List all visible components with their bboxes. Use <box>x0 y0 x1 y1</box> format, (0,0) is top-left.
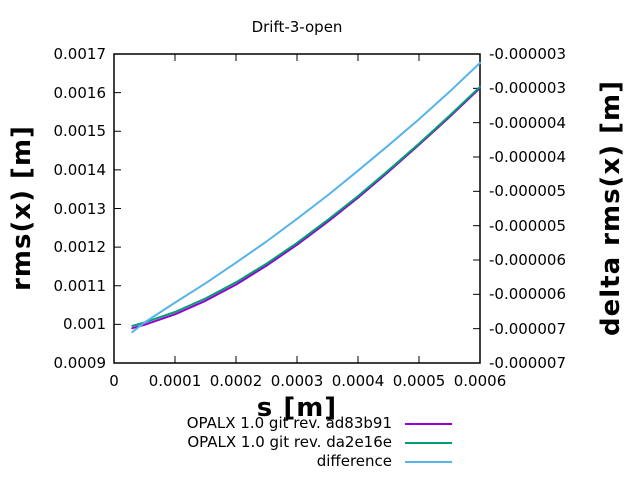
x-tick-label: 0.0002 <box>209 372 263 390</box>
y-tick-label: 0.0013 <box>53 199 107 218</box>
legend: OPALX 1.0 git rev. ad83b91 OPALX 1.0 git … <box>187 414 452 471</box>
x-tick-label: 0 <box>109 372 119 390</box>
x-tick-label: 0.0003 <box>270 372 324 390</box>
y-tick-label: 0.0012 <box>53 238 107 257</box>
axis-ticks <box>113 53 481 364</box>
y2-tick-label: -0.000005 <box>489 182 566 201</box>
series-line-2 <box>131 61 481 334</box>
y-tick-label: 0.0009 <box>53 354 107 372</box>
y-tick-label: 0.0014 <box>53 160 107 179</box>
y2-tick-label: -0.000006 <box>489 285 566 304</box>
y2-tick-label: -0.000004 <box>489 148 566 166</box>
y-tick-label: 0.0017 <box>53 45 107 63</box>
x-tick-label: 0.0005 <box>392 372 446 390</box>
legend-line-sample <box>405 441 452 444</box>
y-tick-label: 0.001 <box>63 315 106 334</box>
legend-item: difference <box>187 452 452 471</box>
x-axis-label: s [m] <box>256 393 338 423</box>
legend-label: OPALX 1.0 git rev. da2e16e <box>187 433 392 451</box>
y-tick-label: 0.0015 <box>53 122 107 141</box>
y2-tick-label: -0.000006 <box>489 251 566 269</box>
y-tick-label: 0.0011 <box>53 276 107 295</box>
legend-item: OPALX 1.0 git rev. da2e16e <box>187 433 452 452</box>
series-line-1 <box>131 85 481 327</box>
x-tick-label: 0.0006 <box>453 372 507 390</box>
x-tick-label: 0.0004 <box>331 372 385 390</box>
y2-tick-label: -0.000007 <box>489 354 566 372</box>
legend-line-sample <box>405 422 452 425</box>
y2-tick-label: -0.000003 <box>489 79 566 98</box>
y2-tick-label: -0.000007 <box>489 319 566 338</box>
series-line-0 <box>131 87 481 330</box>
y2-tick-label: -0.000004 <box>489 113 566 132</box>
x-tick-label: 0.0001 <box>148 372 202 390</box>
y2-tick-label: -0.000005 <box>489 216 566 235</box>
y2-tick-label: -0.000003 <box>489 45 566 63</box>
legend-label: OPALX 1.0 git rev. ad83b91 <box>186 414 392 432</box>
legend-item: OPALX 1.0 git rev. ad83b91 <box>187 414 452 433</box>
legend-line-sample <box>405 460 452 463</box>
y-tick-label: 0.0016 <box>53 83 107 102</box>
chart-title: Drift-3-open <box>251 18 343 36</box>
legend-label: difference <box>316 452 392 470</box>
